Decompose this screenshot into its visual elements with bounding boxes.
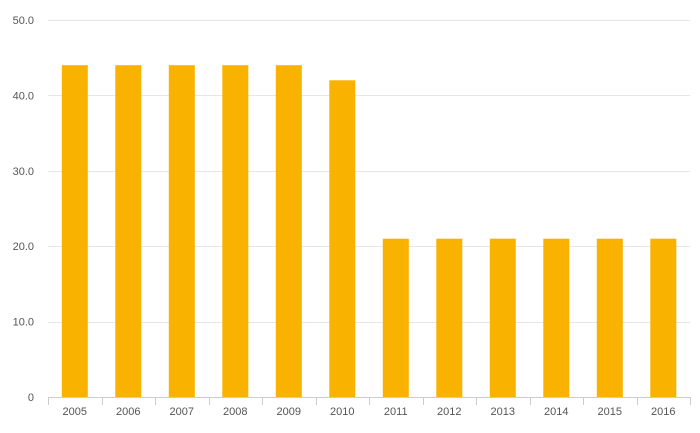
x-tick-label: 2016 bbox=[651, 406, 675, 418]
x-tick-label: 2015 bbox=[598, 406, 622, 418]
bar-2016[interactable] bbox=[650, 238, 677, 397]
y-tick-label: 10.0 bbox=[13, 317, 34, 329]
x-axis bbox=[48, 397, 691, 405]
x-axis-tick-labels: 2005 2006 2007 2008 2009 2010 2011 2012 2013 2014… bbox=[63, 406, 676, 418]
bar-2006[interactable] bbox=[115, 65, 142, 397]
x-tick-label: 2008 bbox=[223, 406, 247, 418]
x-tick-label: 2006 bbox=[116, 406, 140, 418]
x-tick-label: 2009 bbox=[277, 406, 301, 418]
bar-2007[interactable] bbox=[168, 65, 195, 397]
bar-2009[interactable] bbox=[275, 65, 302, 397]
bar-2008[interactable] bbox=[222, 65, 249, 397]
x-tick-label: 2014 bbox=[544, 406, 568, 418]
x-tick-label: 2012 bbox=[437, 406, 461, 418]
x-tick-label: 2011 bbox=[384, 406, 408, 418]
y-tick-label: 20.0 bbox=[13, 241, 34, 253]
bar-2015[interactable] bbox=[596, 238, 623, 397]
x-tick-label: 2010 bbox=[330, 406, 354, 418]
gridlines bbox=[48, 20, 690, 323]
bar-2010[interactable] bbox=[329, 80, 356, 398]
y-tick-label: 0 bbox=[28, 392, 34, 404]
bars bbox=[61, 65, 677, 398]
bar-2014[interactable] bbox=[543, 238, 570, 397]
y-tick-label: 30.0 bbox=[13, 166, 34, 178]
bar-2012[interactable] bbox=[436, 238, 463, 397]
bar-2005[interactable] bbox=[61, 65, 88, 397]
x-tick-label: 2007 bbox=[170, 406, 194, 418]
bar-2013[interactable] bbox=[489, 238, 516, 397]
y-tick-label: 50.0 bbox=[13, 15, 34, 27]
y-axis-tick-labels: 0 10.0 20.0 30.0 40.0 50.0 bbox=[13, 15, 34, 404]
x-tick-label: 2005 bbox=[63, 406, 87, 418]
bar-2011[interactable] bbox=[382, 238, 409, 397]
x-tick-label: 2013 bbox=[491, 406, 515, 418]
y-tick-label: 40.0 bbox=[13, 90, 34, 102]
